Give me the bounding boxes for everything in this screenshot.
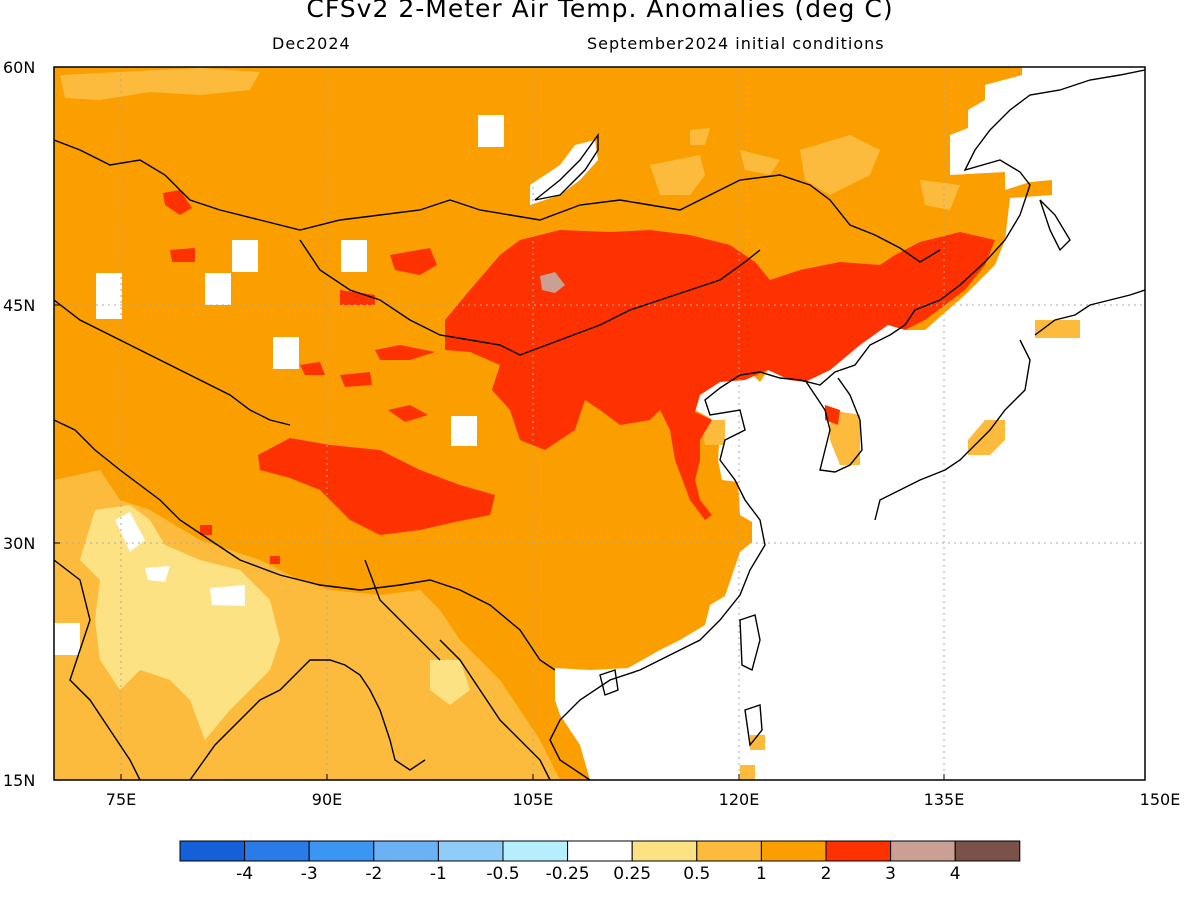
colorbar-swatch <box>890 840 956 862</box>
colorbar-swatch <box>760 840 827 862</box>
colorbar-swatch <box>179 840 246 862</box>
colorbar-tick-label: 0.5 <box>683 864 711 884</box>
colorbar-swatch <box>502 840 569 862</box>
colorbar-swatch <box>696 840 762 862</box>
map-frame <box>53 66 1146 781</box>
colorbar-tick-label: 1 <box>755 864 767 884</box>
colorbar-swatch <box>631 840 698 862</box>
colorbar-tick-label: 4 <box>949 864 961 884</box>
initial-conditions: September2024 initial conditions <box>587 34 885 53</box>
forecast-month: Dec2024 <box>272 34 351 53</box>
colorbar-tick-label: -3 <box>300 864 318 884</box>
colorbar-swatch <box>308 840 375 862</box>
lon-label-75e: 75E <box>105 790 137 809</box>
lat-label-30n: 30N <box>3 534 36 553</box>
anomaly-region-3-4 <box>540 272 565 293</box>
lon-label-135e: 135E <box>923 790 965 809</box>
lat-label-45n: 45N <box>3 296 36 315</box>
colorbar-tick-label: 3 <box>885 864 896 884</box>
colorbar-swatch <box>567 840 633 862</box>
lake-baikal <box>534 132 599 201</box>
colorbar-swatch <box>244 840 310 862</box>
anomaly-region-2-3 <box>163 190 995 564</box>
lat-label-15n: 15N <box>3 771 36 790</box>
lon-label-90e: 90E <box>311 790 343 809</box>
anomaly-region-025-05 <box>80 505 470 740</box>
chart-title: CFSv2 2-Meter Air Temp. Anomalies (deg C… <box>306 0 894 23</box>
anomaly-region-05-1 <box>54 68 1080 780</box>
colorbar-swatch <box>373 840 439 862</box>
coastlines <box>54 69 1145 780</box>
lon-label-120e: 120E <box>718 790 760 809</box>
colorbar-tick-label: -0.25 <box>545 864 590 884</box>
colorbar-swatch <box>437 840 504 862</box>
colorbar-tick-label: -4 <box>236 864 254 884</box>
grid-lines <box>54 67 1145 780</box>
colorbar-tick-label: -0.5 <box>486 864 520 884</box>
colorbar-tick-label: 2 <box>820 864 832 884</box>
colorbar-tick-label: -1 <box>429 864 447 884</box>
axis-ticks <box>54 304 945 780</box>
lon-label-150e: 150E <box>1139 790 1181 809</box>
colorbar-swatch <box>954 840 1021 862</box>
colorbar-swatch <box>825 840 892 862</box>
colorbar-tick-label: -2 <box>365 864 383 884</box>
lon-label-105e: 105E <box>512 790 554 809</box>
colorbar-tick-label: 0.25 <box>613 864 652 884</box>
colorbar <box>179 840 1021 862</box>
lat-label-60n: 60N <box>3 58 36 77</box>
no-data-cells <box>54 115 598 655</box>
